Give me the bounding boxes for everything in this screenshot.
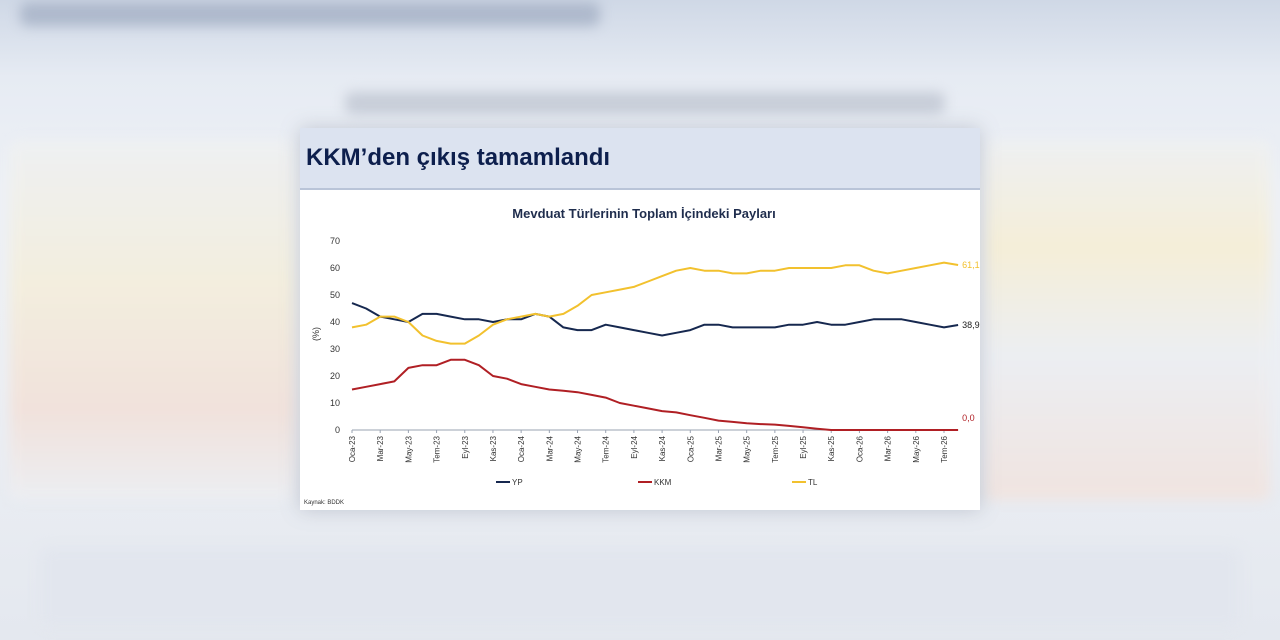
x-tick-label: Mar-24 bbox=[545, 435, 554, 461]
end-label-tl: 61,1 bbox=[962, 260, 980, 270]
x-tick-label: Tem-26 bbox=[940, 435, 949, 462]
x-axis: Oca-23 Mar-23 May-23 Tem-23 Eyl-23 Kas-23 Oca-… bbox=[348, 429, 949, 463]
y-tick-label: 70 bbox=[330, 236, 340, 246]
x-tick-label: Mar-23 bbox=[376, 435, 385, 461]
series-line-yp bbox=[351, 302, 959, 337]
x-tick-label: May-26 bbox=[912, 435, 921, 462]
x-tick-label: Tem-25 bbox=[771, 435, 780, 462]
x-tick-label: Tem-23 bbox=[433, 435, 442, 462]
y-tick-label: 10 bbox=[330, 398, 340, 408]
y-axis-label: (%) bbox=[311, 327, 321, 341]
x-tick-label: May-25 bbox=[743, 435, 752, 462]
x-tick-label: Oca-23 bbox=[348, 435, 357, 462]
legend: YP KKM TL bbox=[496, 478, 818, 487]
y-axis-ticks: 0 10 20 30 40 50 60 70 bbox=[330, 236, 340, 435]
x-tick-label: Tem-24 bbox=[602, 435, 611, 462]
x-tick-label: Mar-26 bbox=[884, 435, 893, 461]
slide-header: KKM’den çıkış tamamlandı bbox=[300, 128, 980, 190]
slide-title: KKM’den çıkış tamamlandı bbox=[306, 144, 611, 171]
chart-title: Mevduat Türlerinin Toplam İçindeki Payla… bbox=[512, 206, 775, 221]
x-tick-label: Eyl-25 bbox=[799, 435, 808, 458]
series-lines bbox=[351, 261, 959, 431]
y-tick-label: 0 bbox=[335, 425, 340, 435]
y-tick-label: 40 bbox=[330, 317, 340, 327]
y-tick-label: 30 bbox=[330, 344, 340, 354]
x-tick-label: Kas-23 bbox=[489, 435, 498, 461]
background-header-blur bbox=[20, 2, 600, 26]
x-tick-label: Eyl-24 bbox=[630, 435, 639, 458]
background-left-panel-blur bbox=[10, 140, 295, 500]
background-right-panel-blur bbox=[985, 140, 1270, 500]
x-tick-label: Oca-26 bbox=[855, 435, 864, 462]
end-label-yp: 38,9 bbox=[962, 320, 980, 330]
x-tick-label: Mar-25 bbox=[714, 435, 723, 461]
y-tick-label: 60 bbox=[330, 263, 340, 273]
background-subtitle-blur bbox=[345, 92, 945, 114]
x-tick-label: May-24 bbox=[574, 435, 583, 462]
x-tick-label: May-23 bbox=[404, 435, 413, 462]
series-line-tl bbox=[351, 261, 959, 345]
end-label-kkm: 0,0 bbox=[962, 413, 975, 423]
legend-label-kkm: KKM bbox=[654, 478, 672, 487]
chart-slide: KKM’den çıkış tamamlandı Mevduat Türleri… bbox=[300, 128, 980, 510]
background-footer-blur bbox=[40, 548, 1240, 628]
y-tick-label: 20 bbox=[330, 371, 340, 381]
legend-label-yp: YP bbox=[512, 478, 523, 487]
line-chart: Mevduat Türlerinin Toplam İçindeki Payla… bbox=[311, 206, 980, 487]
x-tick-label: Oca-25 bbox=[686, 435, 695, 462]
x-tick-label: Kas-25 bbox=[827, 435, 836, 461]
series-line-kkm bbox=[351, 358, 959, 431]
x-tick-label: Oca-24 bbox=[517, 435, 526, 462]
y-tick-label: 50 bbox=[330, 290, 340, 300]
end-labels: 38,9 0,0 61,1 bbox=[962, 260, 980, 423]
x-tick-label: Kas-24 bbox=[658, 435, 667, 461]
legend-label-tl: TL bbox=[808, 478, 818, 487]
x-tick-label: Eyl-23 bbox=[461, 435, 470, 458]
source-note: Kaynak: BDDK bbox=[304, 500, 345, 506]
